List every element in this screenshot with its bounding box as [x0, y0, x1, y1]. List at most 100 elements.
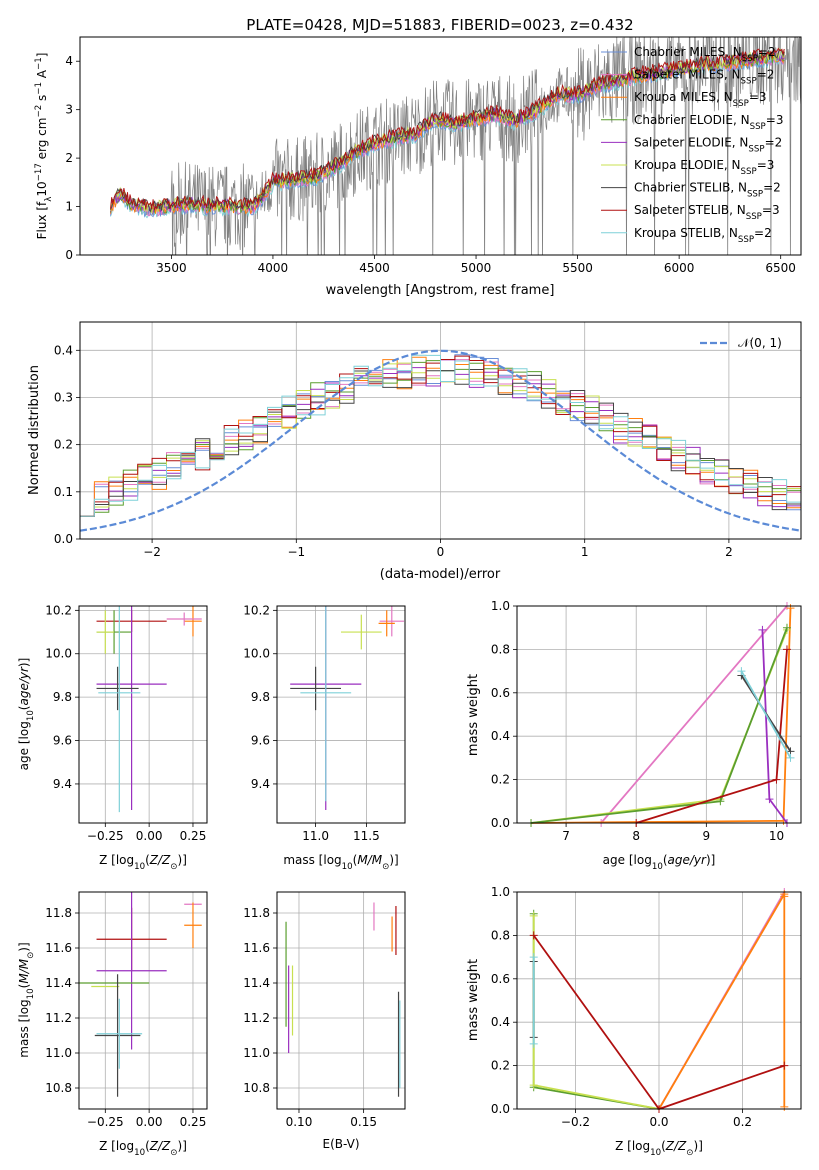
age_vs_Z-ytick-label: 9.4: [53, 777, 72, 791]
weight_vs_age-marker: [786, 753, 795, 762]
weightAge-xlabel-part: (: [663, 853, 668, 867]
weight_vs_age-series-kroupa-stelib: [740, 670, 792, 759]
weight_vs_age-series-chabrier-elodie: [530, 627, 788, 824]
massZ-ylabel-part: M/M: [17, 958, 31, 983]
legend-entry-part: =2: [763, 181, 781, 195]
weight_vs_age-ytick-label: 0.2: [491, 773, 510, 787]
massZ-xlabel-part: (: [145, 1139, 150, 1153]
mass_vs_Z-xtick-label: 0.00: [136, 1115, 163, 1129]
ageZ-ylabel-part: )]: [17, 658, 31, 667]
massZ-ylabel-part: mass [log: [17, 999, 31, 1057]
massZ-xlabel-part: 10: [134, 1148, 145, 1158]
weight_vs_age-marker: [782, 623, 791, 632]
massZ-ylabel: mass [log10(M/M⊙)]: [17, 942, 36, 1057]
spectrum-xtick-label: 6500: [765, 261, 796, 275]
spectrum-ytick-label: 2: [65, 151, 73, 165]
ageZ-xlabel-part: (: [145, 853, 150, 867]
weight_vs_age-marker: [786, 604, 795, 613]
legend-entry-part: =3: [766, 113, 784, 127]
weightZ-xlabel: Z [log10(Z/Z⊙)]: [615, 1139, 703, 1158]
spectrum-xtick-label: 5500: [562, 261, 593, 275]
legend-entry-part: =2: [758, 45, 776, 59]
age_vs_mass-ytick-label: 10.2: [243, 603, 270, 617]
massZ-xlabel: Z [log10(Z/Z⊙)]: [99, 1139, 187, 1158]
weight_vs_age-frame: [516, 605, 802, 824]
weight_vs_age-xtick-label: 9: [703, 829, 711, 843]
massZ-xlabel-part: ⊙: [170, 1148, 177, 1158]
weight_vs_Z-xtick-label: 0.0: [649, 1115, 668, 1129]
spectrum-ylabel: Flux [fλ10−17 erg cm−2 s−1 A−1]: [34, 53, 54, 240]
ageMass-xlabel-part: ⊙: [382, 862, 389, 872]
ageMass-xlabel-part: M/M: [357, 853, 382, 867]
legend-entry: Kroupa STELIB, NSSP=2: [634, 226, 772, 245]
weightAge-xlabel-part: 10: [652, 862, 663, 872]
weight_vs_age-series-kroupa-miles: [530, 608, 792, 824]
massZ-ylabel-part: )]: [17, 942, 31, 951]
weight_vs_Z-marker: [529, 1081, 538, 1090]
mass_vs_Z-ytick-label: 11.8: [45, 906, 72, 920]
legend-entry: Kroupa MILES, NSSP=3: [634, 90, 767, 109]
legend-entry: Salpeter MILES, NSSP=2: [634, 68, 774, 87]
ageZ-ylabel: age [log10(age/yr)]: [17, 658, 36, 771]
legend-entry-part: SSP: [738, 235, 754, 245]
residual_hist-ytick-label: 0.4: [54, 343, 73, 357]
weightZ-xlabel-part: Z [log: [615, 1139, 650, 1153]
weight_vs_age-marker: [758, 625, 767, 634]
weight_vs_Z-xtick-label: −0.2: [561, 1115, 590, 1129]
legend-entry-part: SSP: [748, 144, 764, 154]
ageZ-xlabel-part: )]: [178, 853, 187, 867]
spectrum-ytick-label: 0: [65, 248, 73, 262]
hist-xlabel: (data-model)/error: [380, 567, 501, 582]
weightZ-xlabel-part: )]: [694, 1139, 703, 1153]
spectrum-ylabel-part: λ: [44, 197, 54, 202]
age_vs_mass-xtick-label: 11.5: [353, 829, 380, 843]
massZ-xlabel-part: )]: [178, 1139, 187, 1153]
weight_vs_age-xtick-label: 10: [769, 829, 784, 843]
legend-entry-part: Kroupa ELODIE, N: [634, 158, 741, 172]
legend-entry-part: Chabrier MILES, N: [634, 45, 742, 59]
age_vs_mass-ytick-label: 9.8: [251, 690, 270, 704]
residual_hist-ytick-label: 0.0: [54, 532, 73, 546]
spectrum-ytick-label: 1: [65, 200, 73, 214]
weight_vs_Z-marker: [529, 931, 538, 940]
spectrum-model-kroupa-elodie: [110, 48, 785, 213]
legend-entry-part: =3: [762, 203, 780, 217]
ageMass-xlabel-part: )]: [389, 853, 398, 867]
mass_vs_ebv-ytick-label: 11.0: [243, 1046, 270, 1060]
weightAge-xlabel-part: age [log: [603, 853, 652, 867]
weight_vs_Z-ytick-label: 0.6: [491, 972, 510, 986]
figure-title: PLATE=0428, MJD=51883, FIBERID=0023, z=0…: [246, 16, 633, 34]
age_vs_Z-ytick-label: 9.6: [53, 734, 72, 748]
spectrum-model-salpeter-stelib: [110, 47, 785, 211]
spectrum-ylabel-part: −2: [34, 105, 44, 118]
age_vs_Z-ytick-label: 10.0: [45, 647, 72, 661]
weight_vs_Z-ytick-label: 0.8: [491, 928, 510, 942]
spectrum-xtick-label: 4500: [359, 261, 390, 275]
mass_vs_Z-frame: [78, 891, 208, 1110]
spectrum-xtick-label: 4000: [258, 261, 289, 275]
mass_vs_Z-xtick-label: 0.25: [180, 1115, 207, 1129]
legend-entry: Chabrier MILES, NSSP=2: [634, 45, 776, 64]
mass_vs_ebv-ytick-label: 10.8: [243, 1081, 270, 1095]
age_vs_Z-xtick-label: 0.00: [136, 829, 163, 843]
mass_vs_ebv-xtick-label: 0.15: [350, 1115, 377, 1129]
weight_vs_Z-frame: [516, 891, 802, 1110]
weight_vs_Z-marker: [780, 1061, 789, 1070]
legend-entry: Chabrier ELODIE, NSSP=3: [634, 113, 783, 132]
weight_vs_Z-ytick-label: 0.2: [491, 1059, 510, 1073]
residual_hist-xtick-label: 0: [437, 545, 445, 559]
weight_vs_Z-marker: [529, 953, 538, 962]
mass_vs_Z-ytick-label: 11.0: [45, 1046, 72, 1060]
hist-legend-label-part: 𝒩: [738, 336, 752, 350]
legend-entry-part: =2: [757, 68, 775, 82]
spectrum-ylabel-part: −17: [34, 163, 44, 181]
legend-entry-part: SSP: [741, 77, 757, 87]
legend-entry: Salpeter STELIB, NSSP=3: [634, 203, 780, 222]
spectrum-ylabel-part: A: [35, 69, 49, 82]
ageZ-xlabel-part: Z [log: [99, 853, 134, 867]
weight_vs_Z-ytick-label: 0.4: [491, 1015, 510, 1029]
ageZ-xlabel-part: Z/Z: [149, 853, 171, 867]
spectrum-ylabel-part: −1: [34, 82, 44, 95]
legend-entry-part: Salpeter ELODIE, N: [634, 135, 748, 149]
age_vs_mass-ytick-label: 9.6: [251, 734, 270, 748]
